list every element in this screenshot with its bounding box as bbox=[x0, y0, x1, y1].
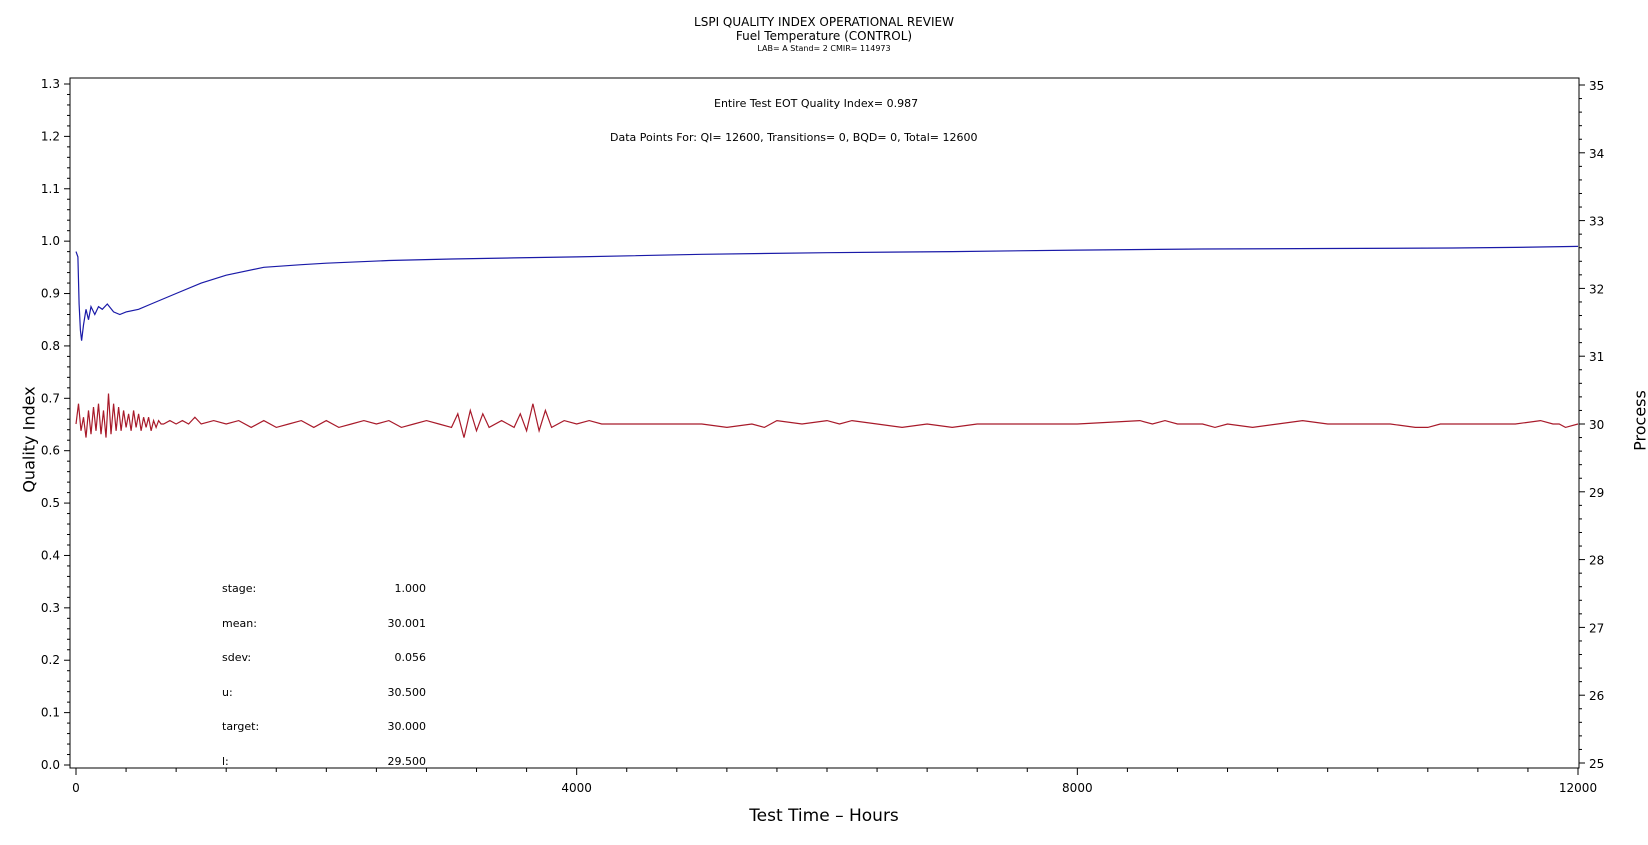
stat-label: l: bbox=[222, 754, 229, 768]
stat-label: mean: bbox=[222, 616, 257, 630]
x-axis-label: Test Time – Hours bbox=[749, 806, 899, 826]
stat-label: u: bbox=[222, 685, 233, 699]
chart-title: LSPI QUALITY INDEX OPERATIONAL REVIEW bbox=[694, 15, 954, 29]
y-tick-label: 1.1 bbox=[41, 182, 60, 196]
chart-subtitle: Fuel Temperature (CONTROL) bbox=[735, 29, 913, 43]
y2-tick-label: 32 bbox=[1589, 282, 1604, 296]
y2-tick-label: 33 bbox=[1589, 215, 1604, 229]
y2-tick-label: 28 bbox=[1589, 554, 1604, 568]
axes-layer: 0.0 0.1 0.2 0.3 0.4 0.5 0.6 0.7 0.8 0.9 1.0 1.1 1.2 1… bbox=[41, 77, 1604, 795]
y2-tick-label: 26 bbox=[1589, 689, 1604, 703]
stat-value: 30.500 bbox=[387, 685, 427, 699]
stat-value: 30.001 bbox=[387, 616, 427, 630]
y-tick-label: 0.7 bbox=[41, 391, 60, 405]
y-tick-label: 0.4 bbox=[41, 548, 60, 562]
stat-value: 29.500 bbox=[387, 754, 427, 768]
chart-subtitle-2: LAB= A Stand= 2 CMIR= 114973 bbox=[757, 44, 891, 53]
eot-annotation: Entire Test EOT Quality Index= 0.987 bbox=[714, 97, 919, 110]
y-tick-label: 0.0 bbox=[41, 758, 60, 772]
x-tick-label: 12000 bbox=[1559, 781, 1597, 795]
y-tick-label: 0.8 bbox=[41, 339, 60, 353]
y-tick-label: 0.2 bbox=[41, 653, 60, 667]
y-tick-label: 1.3 bbox=[41, 77, 60, 91]
series-layer bbox=[75, 245, 1579, 438]
y-tick-label: 1.2 bbox=[41, 129, 60, 143]
y-tick-label: 0.3 bbox=[41, 601, 60, 615]
y2-tick-label: 31 bbox=[1589, 350, 1604, 364]
y2-tick-label: 35 bbox=[1589, 79, 1604, 93]
y-axis-label: Quality Index bbox=[19, 386, 39, 493]
y-tick-label: 0.1 bbox=[41, 706, 60, 720]
y2-axis-label: Process bbox=[1630, 390, 1648, 451]
x-tick-label: 8000 bbox=[1062, 781, 1093, 795]
stat-label: sdev: bbox=[222, 651, 252, 664]
y-tick-label: 0.6 bbox=[41, 444, 60, 458]
y2-tick-label: 30 bbox=[1589, 418, 1604, 432]
series-line-left bbox=[75, 245, 1579, 341]
series-line-right bbox=[75, 393, 1579, 438]
y-tick-label: 0.5 bbox=[41, 496, 60, 510]
x-tick-label: 4000 bbox=[561, 781, 592, 795]
plot-frame bbox=[69, 77, 1580, 769]
x-tick-label: 0 bbox=[72, 781, 80, 795]
stat-label: target: bbox=[222, 720, 260, 733]
stat-label: stage: bbox=[222, 582, 257, 595]
y2-tick-label: 25 bbox=[1589, 757, 1604, 771]
y2-tick-label: 29 bbox=[1589, 486, 1604, 500]
y-tick-label: 0.9 bbox=[41, 287, 60, 301]
stat-value: 1.000 bbox=[394, 582, 427, 595]
stat-value: 0.056 bbox=[394, 651, 427, 664]
y-tick-label: 1.0 bbox=[41, 234, 60, 248]
stat-value: 30.000 bbox=[387, 720, 427, 733]
y2-tick-label: 34 bbox=[1589, 147, 1604, 161]
y2-tick-label: 27 bbox=[1589, 621, 1604, 635]
data-points-annotation: Data Points For: QI= 12600, Transitions=… bbox=[610, 131, 978, 144]
